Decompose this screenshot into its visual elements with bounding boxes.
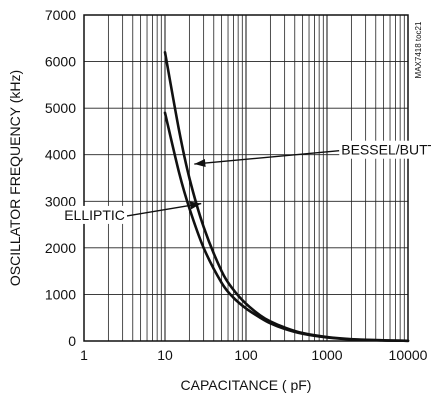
annotation-arrowhead-elliptic xyxy=(189,201,202,210)
series-line-elliptic xyxy=(163,111,410,343)
y-tick-label: 0 xyxy=(68,333,76,349)
x-tick-label: 1000 xyxy=(311,347,342,363)
x-tick-label: 10000 xyxy=(389,347,428,363)
x-tick-label: 1 xyxy=(80,347,88,363)
y-axis-label: OSCILLATOR FREQUENCY (kHz) xyxy=(7,70,23,286)
annotation-label-bg xyxy=(62,205,127,224)
x-tick-label: 100 xyxy=(234,347,258,363)
y-tick-label: 4000 xyxy=(45,147,76,163)
annotations: BESSEL/BUTTERWORTH ELLIPTIC xyxy=(62,140,431,224)
x-axis-label: CAPACITANCE ( pF) xyxy=(181,377,312,393)
annotation-label-bessel-butterworth: BESSEL/BUTTERWORTH xyxy=(341,142,431,158)
y-tick-label: 3000 xyxy=(45,193,76,209)
series-lines xyxy=(163,50,410,343)
part-number-label: MAX7418 toc21 xyxy=(414,21,423,78)
plot-frame xyxy=(83,14,409,342)
y-tick-label: 2000 xyxy=(45,240,76,256)
tick-labels: 1 10 100 1000 10000 0 1000 2000 3000 4000 5000 6000… xyxy=(45,7,428,363)
annotation-leader-elliptic xyxy=(126,202,202,217)
y-tick-label: 7000 xyxy=(45,7,76,23)
annotation-leader-bessel-butterworth xyxy=(194,150,340,165)
y-tick-label: 6000 xyxy=(45,54,76,70)
x-tick-label: 10 xyxy=(157,347,173,363)
annotation-arrowhead-bessel-butterworth xyxy=(194,159,206,168)
annotation-label-elliptic: ELLIPTIC xyxy=(64,207,125,223)
y-tick-label: 5000 xyxy=(45,100,76,116)
annotation-label-bg xyxy=(339,140,431,159)
y-tick-label: 1000 xyxy=(45,286,76,302)
